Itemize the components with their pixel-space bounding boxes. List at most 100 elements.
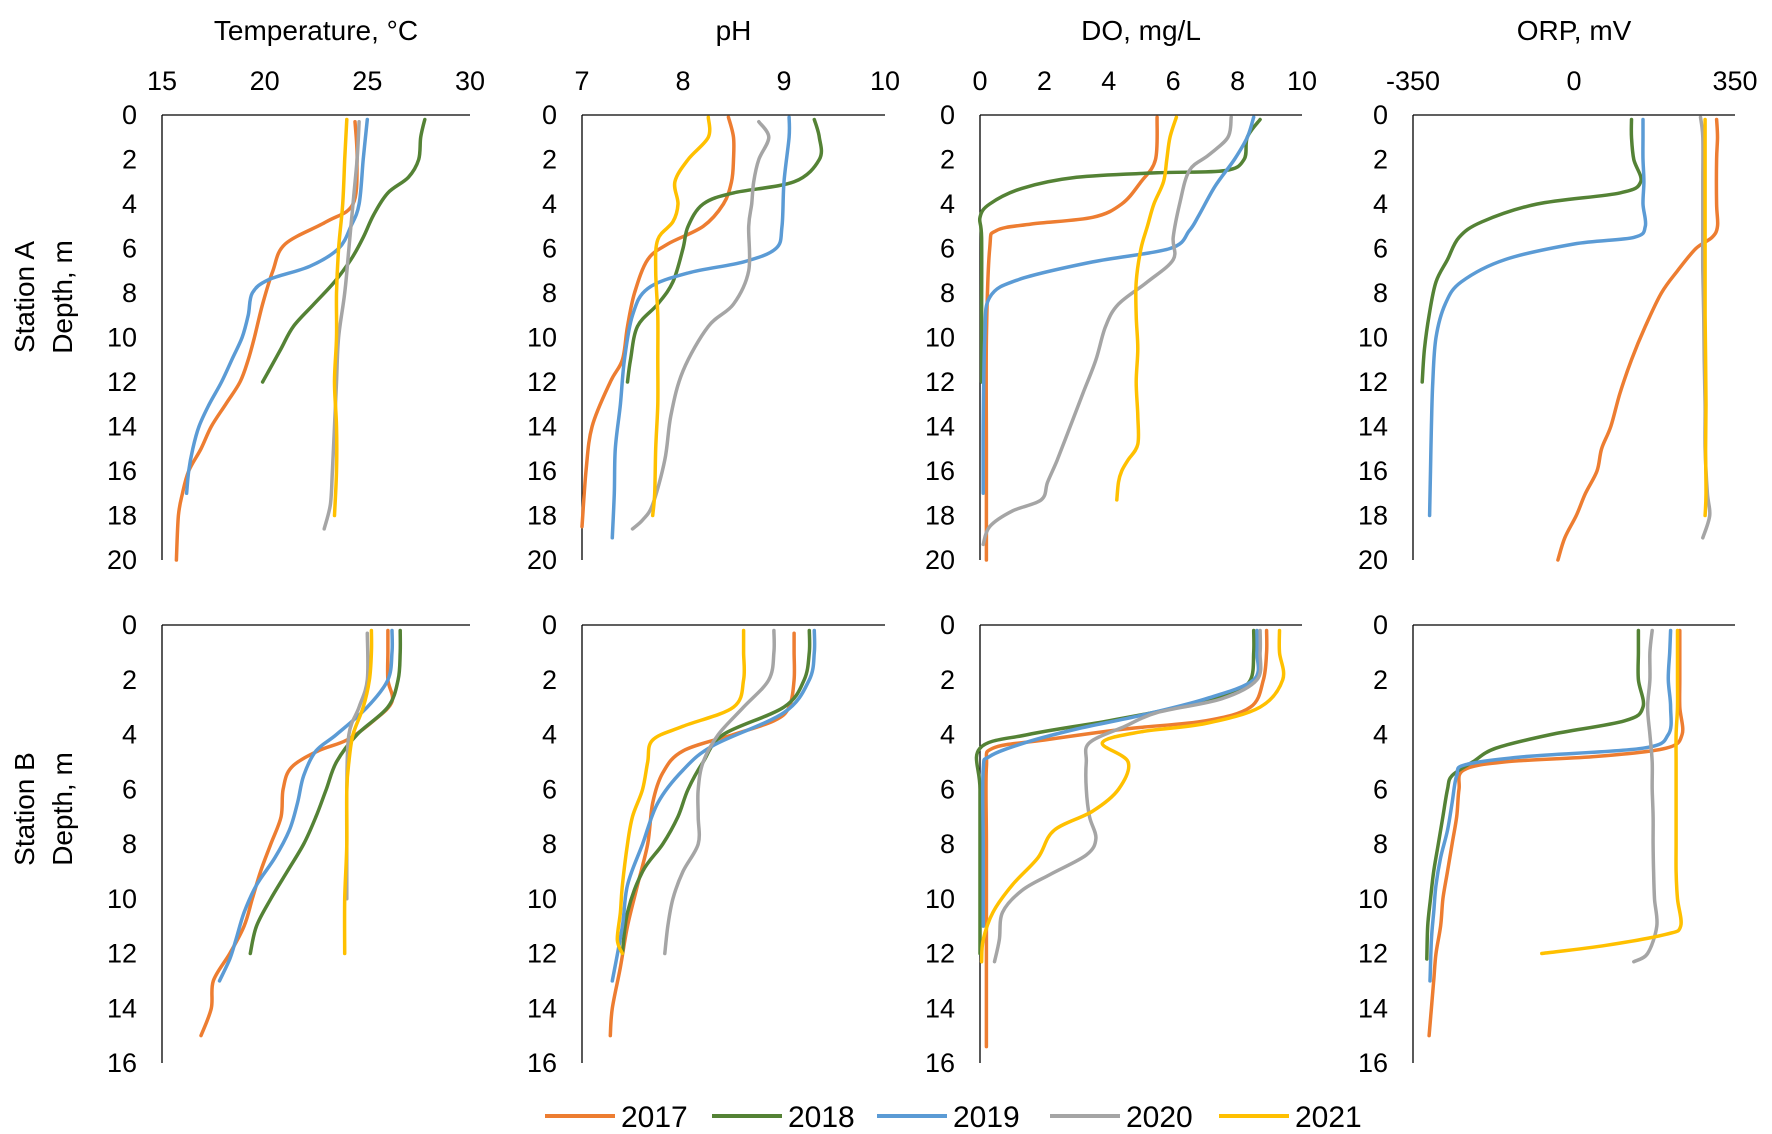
y-tick-label: 6	[122, 774, 137, 804]
y-tick-label: 16	[925, 456, 955, 486]
y-tick-label: 4	[542, 189, 557, 219]
y-tick-label: 18	[527, 501, 557, 531]
legend: 2017 2018 2019 2020 2021	[545, 1101, 1362, 1134]
row-label-station-a: Station A Depth, m	[9, 240, 78, 354]
x-tick-label: 30	[455, 66, 485, 96]
panel-title: Temperature, °C	[214, 15, 418, 46]
y-tick-label: 12	[925, 939, 955, 969]
y-tick-label: 18	[925, 501, 955, 531]
x-tick-label: 350	[1712, 66, 1757, 96]
y-tick-label: 8	[542, 829, 557, 859]
series-line-2017	[580, 115, 736, 529]
y-tick-label: 2	[1373, 145, 1388, 175]
x-tick-label: 0	[972, 66, 987, 96]
series-line-2020	[663, 628, 777, 956]
series-line-2019	[610, 115, 792, 540]
x-tick-label: -350	[1386, 66, 1440, 96]
series-line-2018	[1420, 117, 1643, 384]
series-line-2021	[1540, 628, 1683, 956]
series-line-2019	[217, 628, 395, 983]
y-tick-label: 0	[1373, 100, 1388, 130]
y-tick-label: 12	[1358, 367, 1388, 397]
y-tick-label: 10	[925, 323, 955, 353]
series-line-2019	[981, 115, 1256, 496]
y-tick-label: 4	[940, 720, 955, 750]
panel-0: Temperature, °C 15 20 25 30 0 2 4 6 8 10 12 14 16 18 20	[107, 15, 485, 575]
y-tick-label: 6	[1373, 234, 1388, 264]
y-tick-label: 6	[940, 234, 955, 264]
x-tick-label: 15	[147, 66, 177, 96]
series-line-2020	[992, 628, 1263, 964]
series-line-2018	[260, 117, 427, 384]
y-tick-label: 8	[940, 829, 955, 859]
series-line-2017	[1427, 628, 1685, 1038]
x-tick-label: 6	[1166, 66, 1181, 96]
series-line-2017	[1556, 117, 1720, 562]
y-tick-label: 8	[122, 829, 137, 859]
y-tick-label: 14	[925, 993, 955, 1023]
series-line-2019	[1428, 628, 1673, 983]
y-tick-label: 10	[925, 884, 955, 914]
row-label-station-b-name: Station B	[9, 752, 40, 866]
x-tick-label: 10	[870, 66, 900, 96]
x-tick-label: 4	[1101, 66, 1116, 96]
panel-3: ORP, mV -350 0 350 0 2 4 6 8 10 12 14 16 18 20	[1358, 15, 1758, 575]
y-tick-label: 8	[1373, 829, 1388, 859]
y-tick-label: 14	[1358, 412, 1388, 442]
series-line-2018	[625, 117, 824, 384]
y-tick-label: 12	[527, 939, 557, 969]
y-tick-label: 10	[107, 884, 137, 914]
panel-2: DO, mg/L 0 2 4 6 8 10 0 2 4 6 8 10 12 14 16 18 20	[925, 15, 1317, 575]
y-tick-label: 0	[122, 100, 137, 130]
y-tick-label: 2	[542, 665, 557, 695]
panel-4: 0 2 4 6 8 10 12 14 16	[107, 610, 470, 1078]
y-tick-label: 0	[542, 610, 557, 640]
y-tick-label: 16	[925, 1048, 955, 1078]
y-tick-label: 0	[122, 610, 137, 640]
series-line-2021	[342, 628, 374, 956]
y-tick-label: 18	[1358, 501, 1388, 531]
legend-label-2019: 2019	[953, 1101, 1020, 1134]
y-tick-label: 0	[1373, 610, 1388, 640]
y-tick-label: 2	[940, 145, 955, 175]
y-tick-label: 8	[122, 278, 137, 308]
x-tick-label: 20	[250, 66, 280, 96]
y-tick-label: 8	[542, 278, 557, 308]
y-tick-label: 6	[542, 774, 557, 804]
series-line-2018	[1425, 628, 1646, 961]
x-tick-label: 8	[675, 66, 690, 96]
legend-label-2021: 2021	[1295, 1101, 1362, 1134]
y-tick-label: 16	[107, 1048, 137, 1078]
series-line-2019	[980, 628, 1261, 928]
y-tick-label: 12	[527, 367, 557, 397]
row-label-station-a-axis: Depth, m	[47, 240, 78, 354]
y-tick-label: 12	[925, 367, 955, 397]
y-tick-label: 16	[527, 1048, 557, 1078]
row-label-station-b: Station B Depth, m	[9, 752, 78, 866]
series-line-2021	[1115, 115, 1179, 502]
series-line-2017	[984, 628, 1269, 1049]
y-tick-label: 2	[122, 665, 137, 695]
y-tick-label: 6	[1373, 774, 1388, 804]
x-tick-label: 8	[1230, 66, 1245, 96]
y-tick-label: 4	[122, 720, 137, 750]
y-tick-label: 14	[1358, 993, 1388, 1023]
x-tick-label: 0	[1566, 66, 1581, 96]
series-line-2018	[620, 628, 812, 956]
y-tick-label: 14	[527, 993, 557, 1023]
y-tick-label: 20	[527, 545, 557, 575]
series-line-2021	[1703, 117, 1708, 518]
series-line-2021	[615, 628, 747, 956]
y-tick-label: 16	[107, 456, 137, 486]
y-tick-label: 20	[925, 545, 955, 575]
series-line-2018	[977, 117, 1262, 384]
series-line-2019	[1427, 117, 1648, 518]
y-tick-label: 2	[940, 665, 955, 695]
series-line-2021	[332, 117, 349, 518]
x-tick-label: 2	[1037, 66, 1052, 96]
x-tick-label: 10	[1287, 66, 1317, 96]
legend-label-2017: 2017	[621, 1101, 688, 1134]
panel-6: 0 2 4 6 8 10 12 14 16	[925, 610, 1302, 1078]
panel-1: pH 7 8 9 10 0 2 4 6 8 10 12 14 16 18 20	[527, 15, 900, 575]
